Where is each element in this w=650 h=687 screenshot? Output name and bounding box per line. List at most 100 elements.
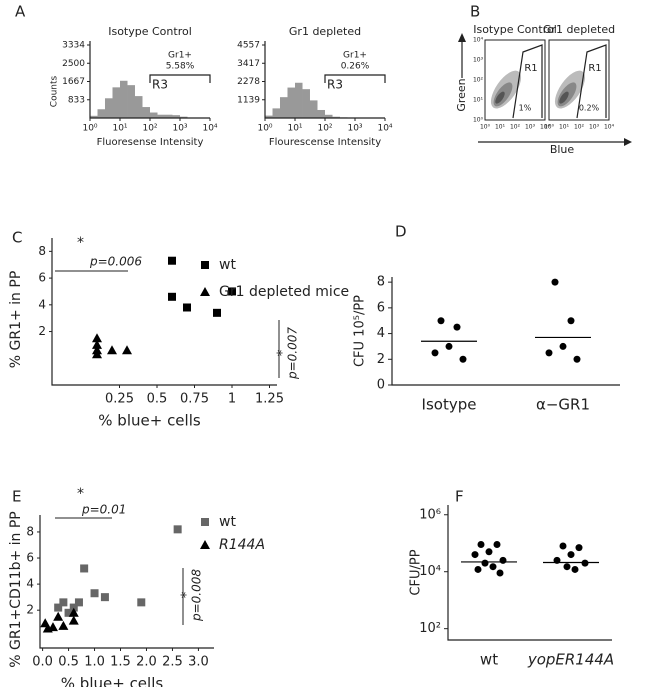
- data-point: [173, 525, 182, 534]
- data-point: [459, 355, 467, 363]
- x-tick-label: 10⁰: [82, 124, 97, 134]
- data-point: [474, 565, 482, 573]
- gate: [324, 74, 386, 83]
- gate-label: R1: [588, 63, 601, 74]
- arrow-head: [624, 138, 632, 146]
- chart-title: Gr1 depleted: [543, 23, 615, 36]
- data-point: [571, 565, 579, 573]
- x-tick-label: 10⁰: [257, 124, 272, 134]
- data-point: [471, 551, 479, 559]
- histogram-bar: [120, 80, 128, 118]
- y-tick-label: 6: [377, 300, 385, 315]
- data-point: [68, 607, 79, 617]
- x-tick-label: 0.5: [58, 655, 79, 670]
- histogram-bar: [272, 108, 280, 118]
- data-point: [59, 598, 68, 607]
- data-point: [183, 303, 191, 312]
- panel-letter: F: [455, 488, 464, 506]
- y-tick-label: 4: [377, 326, 385, 341]
- panel-letter: A: [15, 3, 26, 21]
- data-point: [80, 564, 89, 573]
- gate: [149, 74, 211, 83]
- data-point: [545, 349, 553, 357]
- annotation: *: [77, 235, 84, 251]
- y-tick-label: 2278: [237, 77, 260, 87]
- data-point: [92, 333, 102, 343]
- panel-letter: E: [12, 488, 21, 506]
- y-tick-label: 10²: [419, 621, 441, 636]
- y-tick-label: 6: [26, 551, 34, 565]
- arrow-head: [458, 33, 466, 42]
- data-point: [445, 342, 453, 350]
- annotation: 0.26%: [341, 62, 370, 72]
- x-tick-label: 10¹: [495, 124, 506, 131]
- x-tick-label: 10³: [525, 124, 536, 131]
- x-tick-label: 10²: [142, 124, 157, 134]
- panel-letter: B: [470, 3, 480, 21]
- axis-line: [51, 238, 277, 386]
- histogram-bar: [287, 87, 295, 118]
- legend-label: wt: [219, 257, 236, 273]
- x-tick-label: α−GR1: [536, 396, 590, 414]
- panel-letter: D: [395, 223, 407, 241]
- gate-label: R1: [524, 63, 537, 74]
- legend-marker: [200, 540, 210, 549]
- y-tick-label: 10¹: [473, 97, 484, 104]
- x-tick-label: 0.25: [105, 392, 134, 407]
- panel-letter: C: [12, 229, 22, 247]
- y-tick-label: 2: [377, 352, 385, 367]
- annotation: 5.58%: [166, 62, 195, 72]
- histogram-bar: [134, 96, 143, 118]
- y-tick-label: 2: [38, 324, 46, 338]
- legend-marker: [201, 518, 209, 526]
- y-axis-label: Counts: [50, 75, 60, 107]
- x-tick-label: 0.75: [180, 392, 209, 407]
- y-tick-label: 6: [38, 271, 46, 285]
- histogram-bar: [317, 109, 325, 118]
- data-point: [122, 345, 132, 355]
- x-tick-label: 1: [228, 392, 236, 407]
- x-axis-label: % blue+ cells: [98, 412, 201, 430]
- data-point: [228, 287, 236, 296]
- data-point: [168, 256, 176, 265]
- histogram-bar: [309, 100, 318, 118]
- y-tick-label: 10⁰: [473, 117, 484, 124]
- x-tick-label: 2.5: [162, 655, 183, 670]
- x-tick-label: 10⁰: [544, 124, 555, 131]
- data-point: [551, 278, 559, 286]
- histogram-bar: [295, 82, 303, 118]
- histogram-bar: [150, 112, 158, 118]
- y-tick-label: 3334: [62, 41, 85, 51]
- histogram-bar: [112, 87, 120, 118]
- data-point: [74, 598, 83, 607]
- data-point: [92, 349, 102, 359]
- gate-outline: [512, 44, 543, 119]
- y-tick-label: 0: [377, 378, 385, 393]
- x-tick-label: 10⁴: [377, 124, 392, 134]
- x-tick-label: 10⁴: [604, 124, 615, 131]
- data-point: [431, 349, 439, 357]
- y-tick-label: 10⁴: [473, 37, 484, 44]
- gate-outline: [576, 44, 607, 119]
- data-point: [54, 603, 63, 612]
- y-tick-label: 4: [26, 577, 34, 591]
- x-tick-label: 10³: [589, 124, 600, 131]
- data-point: [213, 308, 221, 317]
- x-tick-label: Isotype: [422, 396, 477, 414]
- histogram-bar: [180, 116, 188, 118]
- data-point: [477, 541, 485, 549]
- data-point: [559, 542, 567, 550]
- annotation: *: [77, 486, 84, 502]
- histogram-bar: [325, 114, 333, 118]
- gate-percent: 1%: [519, 104, 532, 113]
- data-point: [563, 563, 571, 571]
- x-tick-label: 10³: [172, 124, 187, 134]
- y-tick-label: 1139: [237, 95, 260, 105]
- x-axis-label: Flourescense Intensity: [269, 137, 381, 148]
- chart-title: Isotype Control: [473, 23, 557, 36]
- histogram-bar: [127, 85, 135, 118]
- histogram-bar: [142, 107, 150, 118]
- x-axis-label: Blue: [550, 143, 575, 156]
